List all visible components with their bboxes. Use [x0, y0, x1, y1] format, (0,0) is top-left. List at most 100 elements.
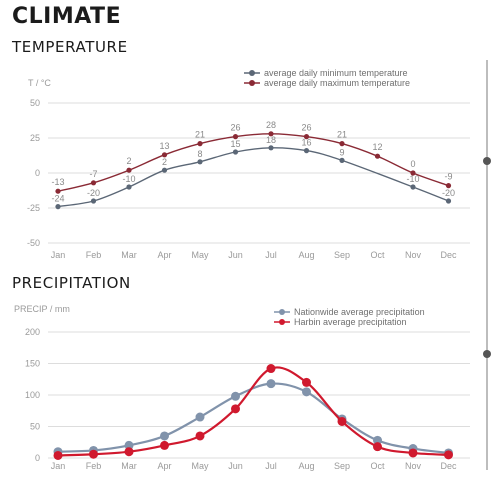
data-point: [302, 387, 311, 397]
legend-marker: [249, 70, 255, 76]
data-point: [445, 183, 452, 189]
data-label: -9: [444, 172, 452, 182]
data-point: [303, 134, 310, 140]
data-label: -13: [51, 177, 64, 187]
legend-label: Nationwide average precipitation: [294, 307, 425, 317]
data-point: [374, 153, 381, 159]
x-tick-label: Mar: [121, 461, 137, 471]
data-point: [89, 449, 98, 459]
data-label: -10: [122, 174, 135, 184]
x-tick-label: Jun: [228, 250, 243, 260]
data-point: [124, 440, 134, 450]
data-label: 9: [339, 147, 344, 157]
data-point: [445, 198, 452, 204]
data-point: [126, 167, 132, 173]
data-point: [160, 440, 169, 450]
y-axis-label: T / °C: [28, 78, 51, 88]
y-tick-label: -50: [27, 238, 40, 248]
x-tick-label: Sep: [334, 461, 350, 471]
data-point: [231, 404, 240, 414]
x-tick-label: Mar: [121, 250, 137, 260]
data-point: [232, 134, 239, 140]
x-tick-label: Nov: [405, 250, 422, 260]
data-label: 26: [230, 123, 240, 133]
x-tick-label: Oct: [370, 461, 385, 471]
data-point: [195, 431, 205, 441]
data-point: [160, 431, 169, 441]
series-line: [57, 147, 449, 208]
x-tick-label: Aug: [298, 250, 314, 260]
data-label: -10: [406, 174, 419, 184]
x-tick-label: Jan: [51, 250, 66, 260]
data-label: 28: [266, 120, 276, 130]
data-label: 12: [372, 142, 382, 152]
legend-marker: [279, 319, 285, 325]
data-point: [195, 412, 205, 422]
data-point: [124, 447, 134, 457]
data-point: [268, 131, 274, 137]
timeline-marker[interactable]: [483, 350, 491, 358]
data-point: [90, 198, 97, 204]
page-title: CLIMATE: [12, 4, 122, 29]
data-point: [373, 435, 382, 445]
data-label: 2: [162, 157, 167, 167]
timeline-marker[interactable]: [483, 157, 491, 165]
x-tick-label: May: [191, 250, 209, 260]
x-tick-label: Apr: [157, 461, 171, 471]
data-point: [232, 149, 239, 155]
data-label: 26: [301, 123, 311, 133]
y-tick-label: 100: [25, 390, 40, 400]
data-point: [444, 450, 453, 460]
data-point: [266, 379, 276, 389]
data-point: [268, 145, 274, 151]
data-label: 21: [195, 130, 205, 140]
x-tick-label: Jan: [51, 461, 66, 471]
data-point: [90, 180, 97, 186]
data-label: 2: [126, 156, 131, 166]
y-axis-label: PRECIP / mm: [14, 304, 70, 314]
x-tick-label: Sep: [334, 250, 350, 260]
y-tick-label: -25: [27, 203, 40, 213]
series-line: [57, 366, 449, 457]
data-point: [126, 184, 132, 190]
data-point: [53, 450, 63, 460]
data-label: -24: [51, 194, 64, 204]
data-point: [231, 391, 240, 401]
x-tick-label: Jun: [228, 461, 243, 471]
data-point: [339, 157, 345, 163]
data-point: [410, 170, 416, 176]
data-point: [303, 148, 310, 154]
data-point: [410, 184, 416, 190]
data-point: [55, 204, 61, 210]
x-tick-label: Feb: [86, 250, 102, 260]
series-line: [57, 382, 449, 455]
y-tick-label: 25: [30, 133, 40, 143]
timeline-bar[interactable]: [486, 60, 488, 470]
y-tick-label: 150: [25, 359, 40, 369]
data-label: 21: [337, 130, 347, 140]
y-tick-label: 50: [30, 422, 40, 432]
data-label: 15: [230, 139, 240, 149]
x-tick-label: Aug: [298, 461, 314, 471]
data-point: [55, 188, 61, 194]
x-tick-label: Nov: [405, 461, 422, 471]
data-label: -7: [89, 169, 97, 179]
legend-marker: [249, 80, 255, 86]
y-tick-label: 0: [35, 453, 40, 463]
legend-marker: [279, 309, 285, 315]
data-point: [337, 416, 347, 426]
precipitation-heading: PRECIPITATION: [12, 274, 131, 292]
data-label: 16: [301, 138, 311, 148]
x-tick-label: Oct: [370, 250, 385, 260]
data-point: [197, 159, 203, 165]
data-point: [408, 448, 418, 458]
data-point: [373, 442, 382, 452]
series-line: [57, 133, 449, 192]
legend-label: Harbin average precipitation: [294, 317, 407, 327]
data-point: [161, 167, 168, 173]
temperature-heading: TEMPERATURE: [12, 38, 128, 56]
legend-label: average daily minimum temperature: [264, 68, 408, 78]
x-tick-label: Jul: [265, 250, 277, 260]
data-label: 18: [266, 135, 276, 145]
x-tick-label: Dec: [440, 461, 457, 471]
